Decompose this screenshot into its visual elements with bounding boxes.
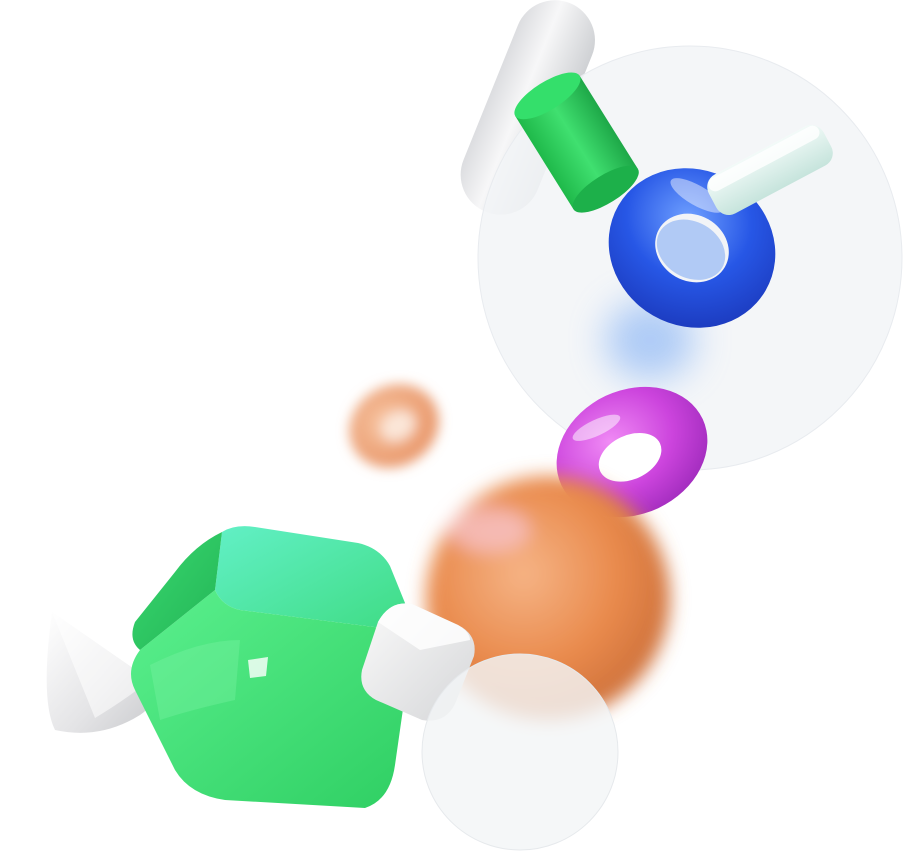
- pink-torus: [556, 386, 708, 518]
- glass-disc-small: [421, 653, 619, 851]
- green-cube: [131, 526, 410, 808]
- green-cylinder: [514, 72, 639, 213]
- orange-sphere-blurred: [426, 476, 670, 720]
- blue-torus: [608, 168, 776, 328]
- mint-bar: [707, 124, 833, 216]
- white-cone: [46, 612, 155, 733]
- peach-torus-blurred: [349, 384, 439, 468]
